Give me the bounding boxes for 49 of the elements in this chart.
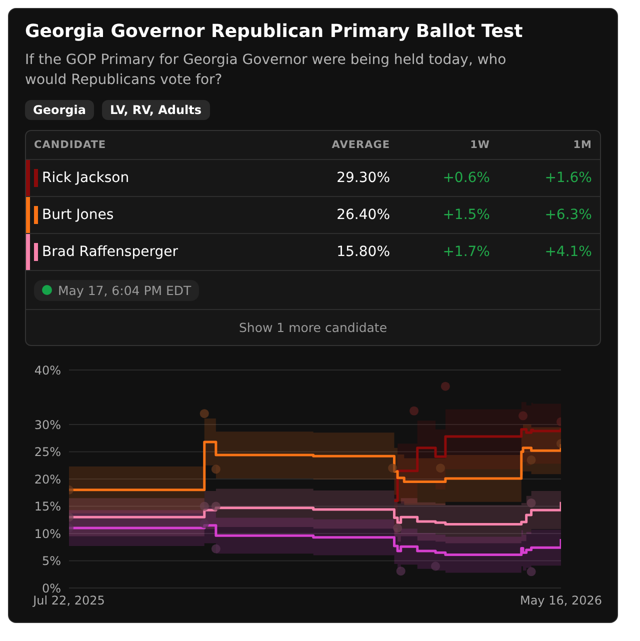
text: +1.5% [442, 207, 490, 223]
point [436, 464, 445, 473]
text: 1W [469, 139, 490, 151]
point [211, 544, 220, 554]
y-tick-label: 30% [34, 418, 61, 432]
text: Show 1 more candidate [238, 319, 388, 337]
text: +0.6% [442, 170, 490, 186]
point [396, 566, 406, 576]
y-tick-label: 20% [34, 472, 61, 486]
point [518, 411, 528, 420]
legend-label: Brad Raffensperger [41, 244, 179, 260]
point [200, 409, 209, 418]
point [393, 524, 402, 533]
point [410, 406, 419, 416]
text: 1M [572, 139, 592, 151]
point [526, 455, 536, 464]
text: AVERAGE [330, 139, 390, 151]
point [388, 464, 398, 473]
text: +1.6% [544, 170, 593, 186]
y-tick-label: 25% [34, 445, 61, 460]
text: +4.1% [544, 244, 593, 260]
text: May 17, 6:04 PM EDT [34, 280, 200, 300]
point [440, 382, 450, 391]
point [526, 498, 536, 508]
point [211, 502, 220, 511]
y-tick-label: 0% [42, 581, 61, 596]
y-tick-label: 15% [34, 500, 61, 514]
point [431, 562, 440, 571]
legend-label: Burt Jones [41, 207, 115, 223]
point [526, 567, 536, 576]
text: CANDIDATE [34, 139, 108, 151]
text: LV, RV, Adults [102, 100, 210, 120]
legend-label: Rick Jackson [41, 170, 130, 186]
y-tick-label: 40% [34, 363, 61, 378]
chart-title: Georgia Governor Republican Primary Ballot Test [25, 21, 524, 42]
y-tick-label: 5% [42, 554, 61, 568]
point [200, 502, 209, 511]
chart-subtitle: If the GOP Primary for Georgia Governor were being held today, who would Republicans vote for? [25, 51, 508, 90]
x-tick-label: Jul 22, 2025 [32, 594, 105, 608]
point [200, 519, 209, 528]
point [211, 464, 220, 474]
text: +1.7% [442, 244, 490, 260]
x-tick-label: May 16, 2026 [520, 594, 602, 608]
text: +6.3% [544, 207, 593, 223]
text: 29.30% [336, 170, 390, 186]
text: 15.80% [336, 244, 390, 260]
text: 26.40% [336, 207, 390, 223]
text: Georgia [25, 100, 94, 120]
y-tick-label: 10% [34, 526, 61, 541]
